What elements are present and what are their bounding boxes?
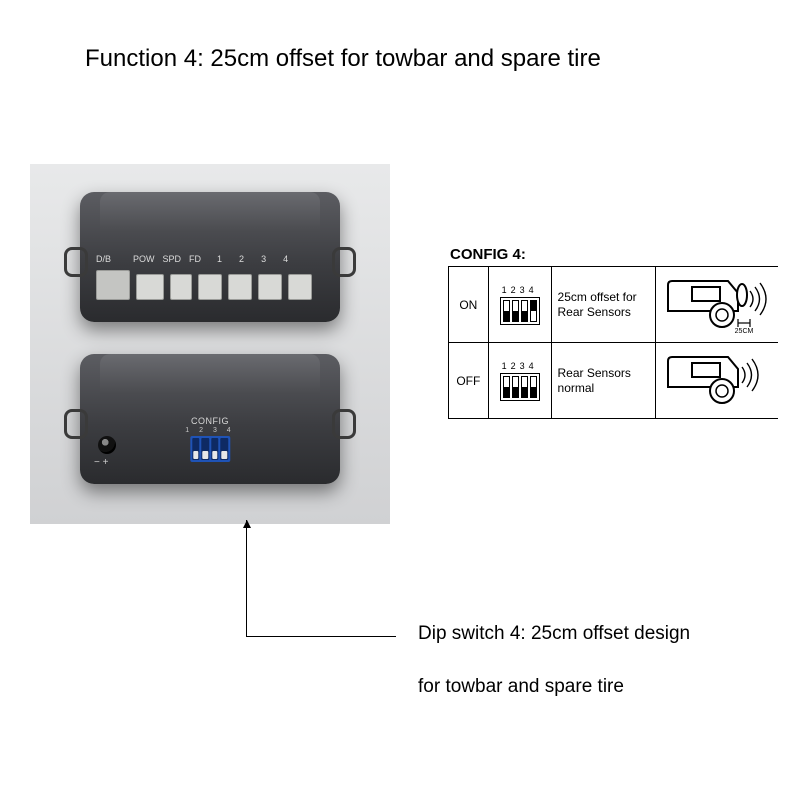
callout-line [246,636,396,637]
dip-nums-label: 1234 [495,285,545,295]
offset-dim-label: 25CM [735,328,754,335]
port-label-spd: SPD [163,254,182,264]
dip-nums-label: 1234 [495,361,545,371]
connector-sensor-3 [258,274,282,300]
callout-line [246,520,247,636]
dip-diagram-icon [500,297,540,325]
vehicle-normal-icon [662,347,772,411]
config-label: CONFIG [185,416,234,426]
vehicle-cell: 25CM [655,267,778,343]
dip-switch-icon [190,436,230,462]
table-row: OFF 1234 Rear Sensors normal [449,343,779,419]
table-row: ON 1234 25cm offset for Rear Sensors [449,267,779,343]
module-front: D/B POW SPD FD 1 2 3 4 [80,192,340,322]
state-cell: ON [449,267,489,343]
product-photo-panel: D/B POW SPD FD 1 2 3 4 − + [30,164,390,524]
port-label-2: 2 [239,254,244,264]
dip-cell: 1234 [488,267,551,343]
connector-sensor-2 [228,274,252,300]
desc-cell: 25cm offset for Rear Sensors [551,267,655,343]
config-dip-block: CONFIG 1 2 3 4 [185,416,234,462]
config4-title: CONFIG 4: [450,246,526,263]
connector-db [96,270,130,300]
callout-arrow-icon [243,520,251,528]
port-label-3: 3 [261,254,266,264]
state-cell: OFF [449,343,489,419]
connector-pow-spd [136,274,164,300]
vehicle-offset-icon: 25CM [662,271,772,335]
connector-sensor-4 [288,274,312,300]
connector-fd [170,274,192,300]
module-back: − + CONFIG 1 2 3 4 [80,354,340,484]
desc-cell: Rear Sensors normal [551,343,655,419]
connector-sensor-1 [198,274,222,300]
vehicle-cell [655,343,778,419]
port-label-db: D/B [96,254,111,264]
audio-jack-icon [98,436,116,454]
jack-polarity-label: − + [94,457,108,468]
dip-diagram-icon [500,373,540,401]
callout-text-line1: Dip switch 4: 25cm offset design [418,623,690,645]
port-label-1: 1 [217,254,222,264]
config-dip-numbers: 1 2 3 4 [185,427,234,434]
port-label-4: 4 [283,254,288,264]
page-title: Function 4: 25cm offset for towbar and s… [85,45,601,73]
config4-table: ON 1234 25cm offset for Rear Sensors [448,266,778,419]
port-labels-row: D/B POW SPD FD 1 2 3 4 [96,254,324,264]
port-label-pow: POW [133,254,155,264]
callout-text-line2: for towbar and spare tire [418,676,624,698]
connector-strip [96,266,324,300]
dip-cell: 1234 [488,343,551,419]
port-label-fd: FD [189,254,201,264]
